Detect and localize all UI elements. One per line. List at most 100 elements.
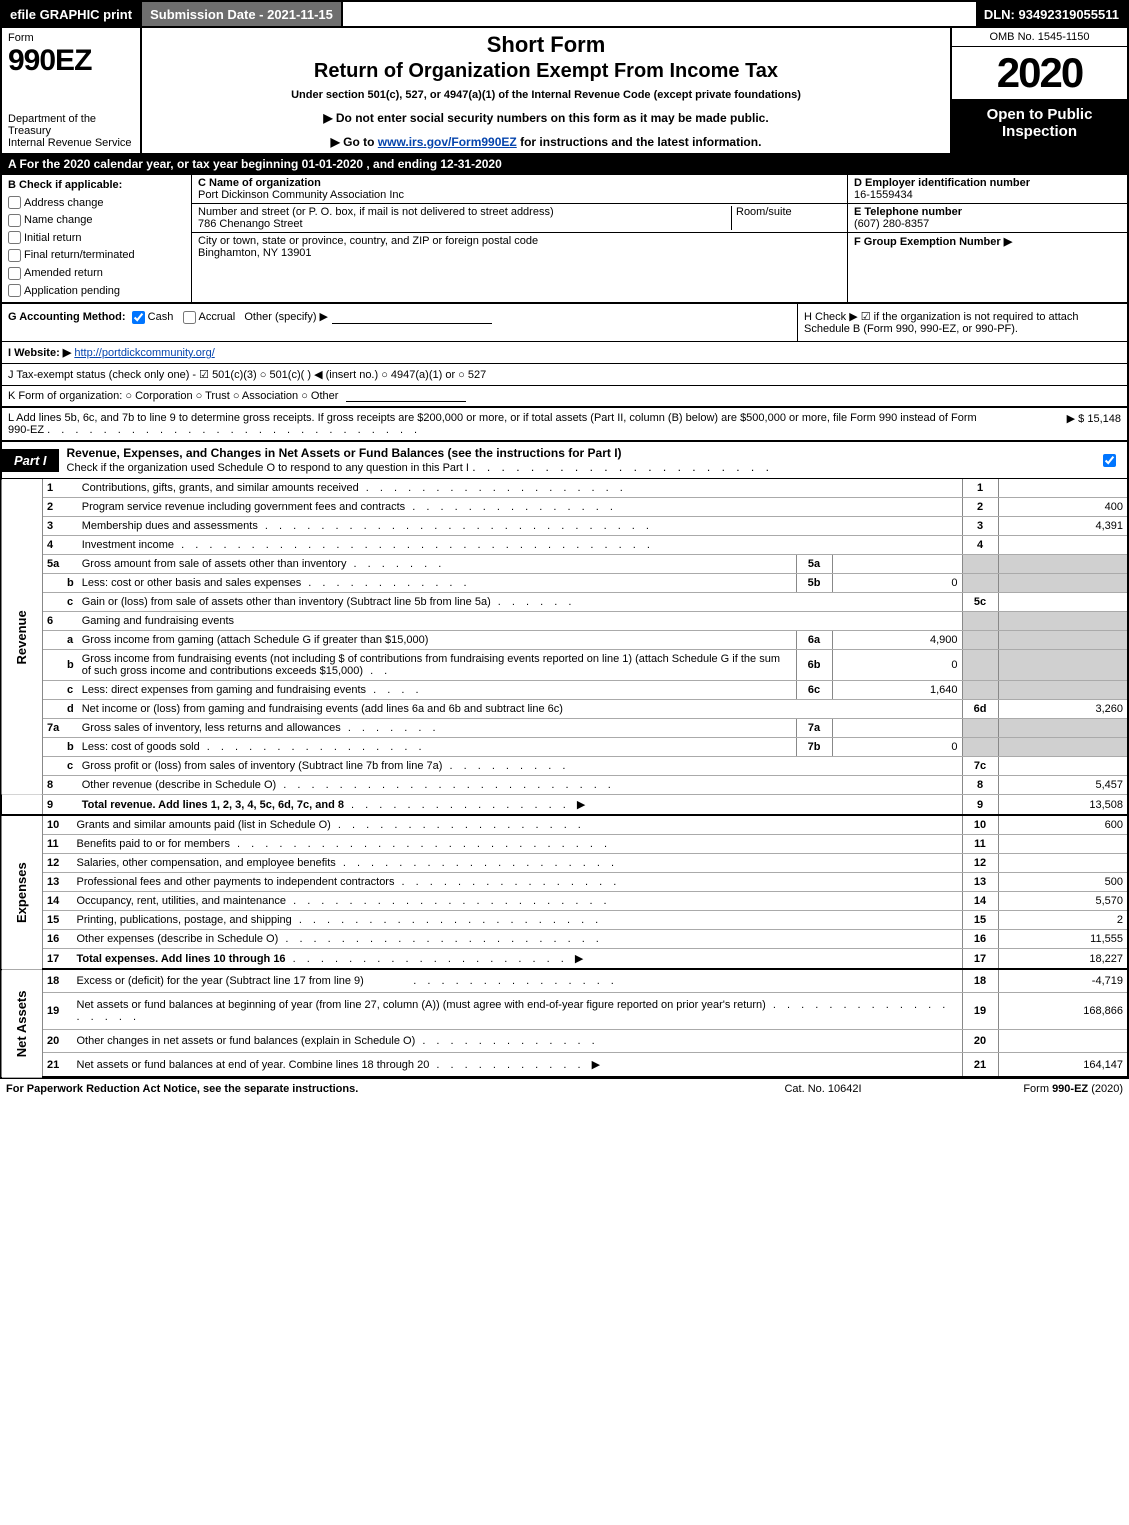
- chk-cash[interactable]: [132, 311, 145, 324]
- inner-val: 0: [832, 650, 962, 681]
- spacer: [343, 2, 976, 26]
- line-num: c: [43, 593, 78, 612]
- line-desc: Other revenue (describe in Schedule O): [82, 779, 276, 791]
- line-num: 11: [43, 835, 73, 854]
- out-box-shade: [962, 612, 998, 631]
- out-box-shade: [962, 719, 998, 738]
- line-3: 3 Membership dues and assessments . . . …: [1, 517, 1128, 536]
- out-box: 4: [962, 536, 998, 555]
- out-box-shade: [962, 738, 998, 757]
- line-5b: b Less: cost or other basis and sales ex…: [1, 574, 1128, 593]
- d-label: D Employer identification number: [854, 177, 1030, 189]
- out-val: 4,391: [998, 517, 1128, 536]
- line-6d: d Net income or (loss) from gaming and f…: [1, 700, 1128, 719]
- row-j-tax-exempt: J Tax-exempt status (check only one) - ☑…: [0, 364, 1129, 386]
- out-val-shade: [998, 612, 1128, 631]
- part-1-checkbox[interactable]: [1103, 454, 1127, 467]
- line-num: 13: [43, 873, 73, 892]
- topbar: efile GRAPHIC print Submission Date - 20…: [0, 0, 1129, 28]
- line-15: 15 Printing, publications, postage, and …: [1, 911, 1128, 930]
- c-label: C Name of organization: [198, 177, 321, 189]
- line-desc: Gross amount from sale of assets other t…: [82, 558, 347, 570]
- chk-accrual[interactable]: [183, 311, 196, 324]
- street-row: Number and street (or P. O. box, if mail…: [192, 204, 847, 233]
- line-desc: Professional fees and other payments to …: [77, 876, 395, 888]
- arrow-icon: [577, 799, 585, 811]
- line-desc: Gross profit or (loss) from sales of inv…: [82, 760, 443, 772]
- omb-number: OMB No. 1545-1150: [952, 28, 1127, 47]
- line-desc: Net assets or fund balances at end of ye…: [77, 1059, 430, 1071]
- line-num: 8: [43, 776, 78, 795]
- out-val: 13,508: [998, 795, 1128, 816]
- out-box: 17: [962, 949, 998, 970]
- line-num: 15: [43, 911, 73, 930]
- l-amount: ▶ $ 15,148: [1001, 412, 1121, 436]
- line-13: 13 Professional fees and other payments …: [1, 873, 1128, 892]
- line-num: d: [43, 700, 78, 719]
- out-val-shade: [998, 555, 1128, 574]
- other-label: Other (specify) ▶: [244, 311, 328, 323]
- line-5c: c Gain or (loss) from sale of assets oth…: [1, 593, 1128, 612]
- out-box-shade: [962, 574, 998, 593]
- out-box: 6d: [962, 700, 998, 719]
- chk-amended-return[interactable]: Amended return: [8, 265, 185, 283]
- line-1: Revenue 1 Contributions, gifts, grants, …: [1, 479, 1128, 498]
- out-box: 18: [962, 970, 998, 992]
- chk-initial-return[interactable]: Initial return: [8, 230, 185, 248]
- chk-name-change[interactable]: Name change: [8, 212, 185, 230]
- line-num: a: [43, 631, 78, 650]
- tax-year: 2020: [952, 47, 1127, 100]
- accrual-label: Accrual: [199, 311, 236, 323]
- section-b-checkboxes: B Check if applicable: Address change Na…: [2, 175, 192, 302]
- inner-box: 5a: [796, 555, 832, 574]
- city-row: City or town, state or province, country…: [192, 233, 847, 302]
- line-4: 4 Investment income . . . . . . . . . . …: [1, 536, 1128, 555]
- line-num: c: [43, 681, 78, 700]
- chk-final-return[interactable]: Final return/terminated: [8, 247, 185, 265]
- chk-address-change[interactable]: Address change: [8, 195, 185, 213]
- line-num: 12: [43, 854, 73, 873]
- expenses-table: Expenses 10 Grants and similar amounts p…: [0, 816, 1129, 970]
- line-desc: Gross income from fundraising events (no…: [82, 653, 780, 677]
- line-num: b: [43, 738, 78, 757]
- out-box-shade: [962, 650, 998, 681]
- efile-print-label[interactable]: efile GRAPHIC print: [2, 2, 140, 26]
- out-val: [998, 835, 1128, 854]
- other-specify-blank[interactable]: [332, 312, 492, 324]
- out-val: 3,260: [998, 700, 1128, 719]
- out-val: 11,555: [998, 930, 1128, 949]
- line-desc: Investment income: [82, 539, 174, 551]
- line-desc: Grants and similar amounts paid (list in…: [77, 819, 331, 831]
- k-text: K Form of organization: ○ Corporation ○ …: [8, 390, 338, 402]
- irs-link[interactable]: www.irs.gov/Form990EZ: [378, 135, 517, 149]
- line-num: 21: [43, 1053, 73, 1078]
- line-num: 4: [43, 536, 78, 555]
- line-16: 16 Other expenses (describe in Schedule …: [1, 930, 1128, 949]
- line-num: 19: [43, 992, 73, 1029]
- chk-application-pending[interactable]: Application pending: [8, 283, 185, 301]
- line-desc: Benefits paid to or for members: [77, 838, 230, 850]
- l-text: L Add lines 5b, 6c, and 7b to line 9 to …: [8, 412, 1001, 436]
- out-val: 400: [998, 498, 1128, 517]
- out-box: 8: [962, 776, 998, 795]
- irs-text: Internal Revenue Service: [8, 137, 132, 149]
- line-14: 14 Occupancy, rent, utilities, and maint…: [1, 892, 1128, 911]
- header-left: Form 990EZ Department of the Treasury In…: [2, 28, 142, 153]
- dln: DLN: 93492319055511: [976, 2, 1127, 26]
- line-desc: Program service revenue including govern…: [82, 501, 405, 513]
- line-desc: Less: direct expenses from gaming and fu…: [82, 684, 366, 696]
- website-link[interactable]: http://portdickcommunity.org/: [74, 347, 214, 359]
- line-num: 14: [43, 892, 73, 911]
- out-val: [998, 854, 1128, 873]
- line-desc: Membership dues and assessments: [82, 520, 258, 532]
- arrow-icon: [575, 953, 583, 965]
- line-num: 6: [43, 612, 78, 631]
- line-6c: c Less: direct expenses from gaming and …: [1, 681, 1128, 700]
- out-val-shade: [998, 681, 1128, 700]
- line-num: b: [43, 650, 78, 681]
- line-desc: Less: cost or other basis and sales expe…: [82, 577, 302, 589]
- line-6: 6 Gaming and fundraising events: [1, 612, 1128, 631]
- out-box: 15: [962, 911, 998, 930]
- ssn-warning: ▶ Do not enter social security numbers o…: [150, 111, 942, 125]
- k-other-blank[interactable]: [346, 390, 466, 402]
